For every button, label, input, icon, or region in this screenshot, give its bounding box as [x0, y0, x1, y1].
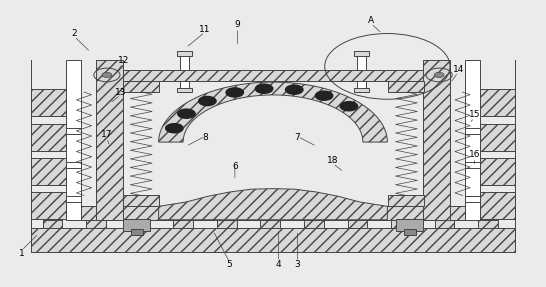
Bar	[173, 220, 193, 228]
Circle shape	[340, 102, 358, 111]
Text: 13: 13	[115, 88, 126, 97]
Bar	[96, 60, 123, 220]
Text: 17: 17	[101, 130, 112, 139]
Bar	[388, 81, 424, 92]
Bar	[180, 55, 189, 92]
Bar	[304, 220, 324, 228]
Bar	[123, 219, 151, 231]
Bar	[388, 195, 424, 206]
Text: 11: 11	[199, 25, 211, 34]
Bar	[31, 89, 66, 116]
Circle shape	[256, 84, 273, 93]
Bar	[31, 228, 515, 252]
Polygon shape	[159, 82, 387, 142]
Bar	[66, 162, 81, 168]
Circle shape	[199, 96, 216, 106]
Bar	[66, 128, 81, 133]
Bar	[391, 220, 411, 228]
Bar	[465, 162, 480, 168]
Bar	[66, 60, 81, 220]
Bar	[217, 220, 236, 228]
Circle shape	[434, 72, 444, 77]
Circle shape	[165, 124, 183, 133]
Bar	[260, 220, 280, 228]
Circle shape	[286, 85, 303, 94]
Bar	[354, 51, 370, 55]
Bar	[480, 192, 515, 219]
Bar	[123, 195, 159, 206]
Bar	[123, 81, 159, 92]
Circle shape	[316, 91, 333, 100]
Bar	[465, 60, 480, 220]
Text: 14: 14	[453, 65, 464, 74]
Text: 15: 15	[469, 110, 480, 119]
Bar	[358, 55, 366, 92]
Circle shape	[226, 88, 244, 97]
Bar	[403, 229, 416, 235]
Text: A: A	[368, 16, 374, 25]
Text: 5: 5	[227, 260, 232, 269]
Bar	[132, 229, 144, 235]
Bar	[465, 196, 480, 202]
Bar	[480, 158, 515, 185]
Text: 1: 1	[19, 249, 24, 258]
Text: 4: 4	[276, 260, 281, 269]
Bar	[435, 220, 454, 228]
Bar	[480, 89, 515, 116]
Bar	[31, 123, 66, 151]
Bar	[123, 206, 423, 220]
Bar	[348, 220, 367, 228]
Bar	[395, 219, 423, 231]
Text: 6: 6	[232, 162, 238, 171]
Bar	[31, 158, 66, 185]
Bar	[478, 220, 498, 228]
Bar	[465, 128, 480, 133]
Text: 9: 9	[235, 20, 240, 30]
Polygon shape	[159, 189, 387, 220]
Bar	[354, 88, 370, 92]
Circle shape	[177, 109, 195, 118]
Bar	[81, 206, 465, 220]
Text: 16: 16	[469, 150, 480, 159]
Bar	[86, 220, 106, 228]
Bar	[123, 70, 423, 81]
Bar	[31, 192, 66, 219]
Bar	[480, 123, 515, 151]
Text: 8: 8	[202, 133, 208, 142]
Text: 12: 12	[117, 56, 129, 65]
Bar	[66, 196, 81, 202]
Text: 3: 3	[295, 260, 300, 269]
Bar	[43, 220, 62, 228]
Bar	[130, 220, 150, 228]
Bar	[423, 60, 450, 220]
Bar	[177, 88, 192, 92]
Bar	[177, 51, 192, 55]
Text: 18: 18	[327, 156, 339, 165]
Text: 2: 2	[72, 29, 77, 38]
Text: 7: 7	[295, 133, 300, 142]
Circle shape	[102, 72, 112, 77]
